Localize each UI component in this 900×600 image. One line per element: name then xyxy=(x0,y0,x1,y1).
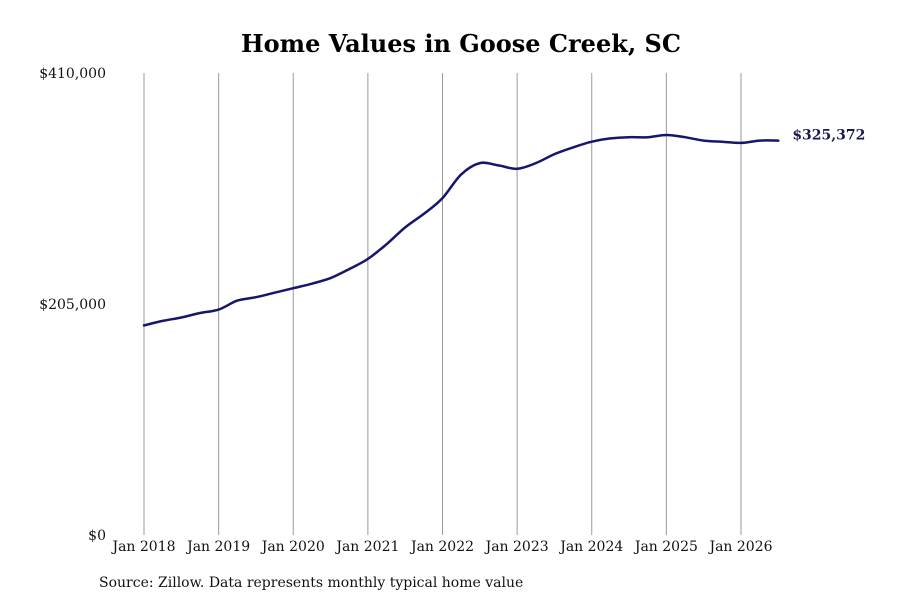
x-tick-label: Jan 2023 xyxy=(484,539,549,555)
end-value-label: $325,372 xyxy=(792,128,865,144)
y-tick-label: $205,000 xyxy=(39,297,106,313)
chart-title: Home Values in Goose Creek, SC xyxy=(241,29,681,58)
x-tick-label: Jan 2020 xyxy=(260,539,325,555)
x-tick-label: Jan 2026 xyxy=(707,539,772,555)
y-tick-label: $0 xyxy=(88,528,106,544)
x-tick-label: Jan 2021 xyxy=(334,539,399,555)
series-line xyxy=(142,133,780,327)
y-axis: $0 $205,000 $410,000 xyxy=(39,66,106,544)
y-tick-label: $410,000 xyxy=(39,66,106,82)
x-tick-label: Jan 2025 xyxy=(633,539,698,555)
x-tick-label: Jan 2019 xyxy=(185,539,250,555)
x-tick-label: Jan 2022 xyxy=(409,539,474,555)
grid-lines xyxy=(143,73,742,535)
x-tick-label: Jan 2018 xyxy=(110,539,175,555)
x-axis: Jan 2018 Jan 2019 Jan 2020 Jan 2021 Jan 2022… xyxy=(110,539,772,555)
source-note: Source: Zillow. Data represents monthly … xyxy=(99,575,523,591)
x-tick-label: Jan 2024 xyxy=(558,539,623,555)
